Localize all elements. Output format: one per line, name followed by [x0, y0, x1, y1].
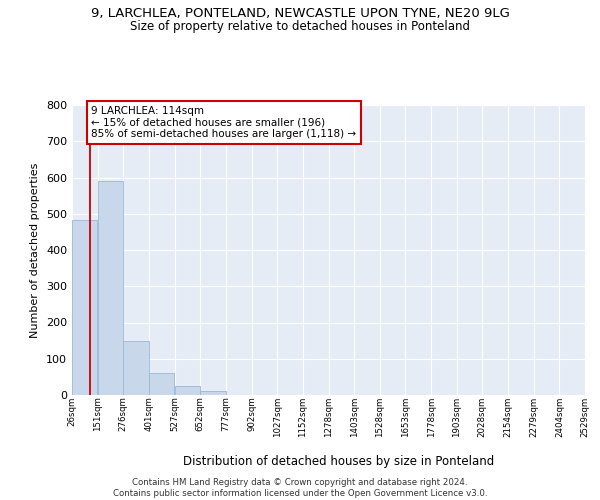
- Bar: [200, 392, 226, 395]
- Text: Size of property relative to detached houses in Ponteland: Size of property relative to detached ho…: [130, 20, 470, 33]
- Bar: [149, 373, 175, 395]
- Text: Contains HM Land Registry data © Crown copyright and database right 2024.
Contai: Contains HM Land Registry data © Crown c…: [113, 478, 487, 498]
- Y-axis label: Number of detached properties: Number of detached properties: [31, 162, 40, 338]
- Text: 9 LARCHLEA: 114sqm
← 15% of detached houses are smaller (196)
85% of semi-detach: 9 LARCHLEA: 114sqm ← 15% of detached hou…: [91, 106, 356, 139]
- Bar: [175, 386, 200, 395]
- Bar: [124, 342, 149, 395]
- Text: 9, LARCHLEA, PONTELAND, NEWCASTLE UPON TYNE, NE20 9LG: 9, LARCHLEA, PONTELAND, NEWCASTLE UPON T…: [91, 8, 509, 20]
- Bar: [72, 220, 97, 395]
- Bar: [98, 181, 123, 395]
- Text: Distribution of detached houses by size in Ponteland: Distribution of detached houses by size …: [184, 454, 494, 468]
